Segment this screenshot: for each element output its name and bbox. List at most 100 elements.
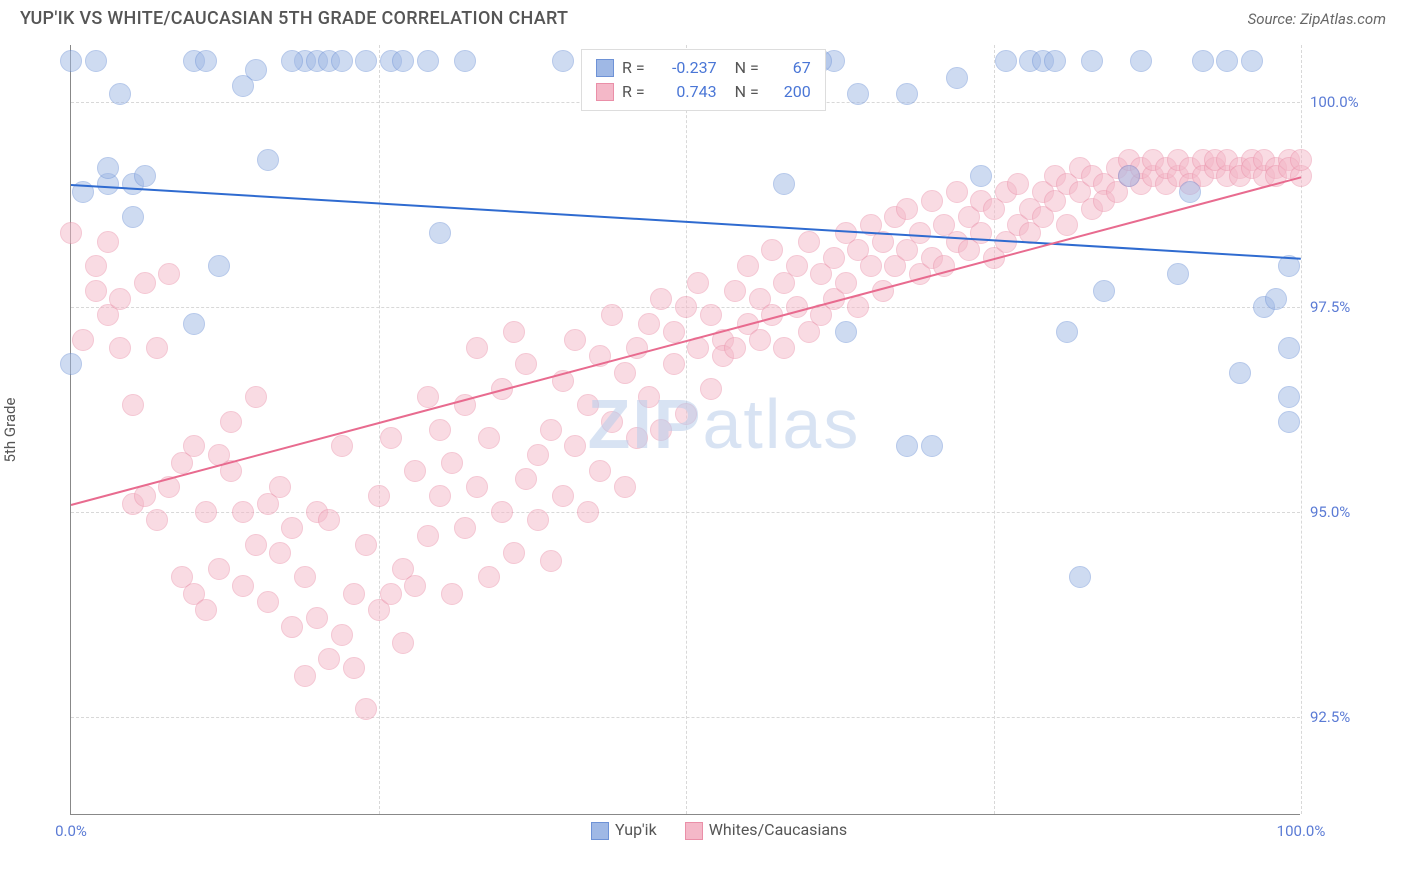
legend-series-name: Yup'ik xyxy=(615,820,657,839)
scatter-point xyxy=(355,698,377,720)
scatter-point xyxy=(896,435,918,457)
scatter-point xyxy=(183,313,205,335)
scatter-point xyxy=(122,394,144,416)
scatter-point xyxy=(466,337,488,359)
y-tick-label: 95.0% xyxy=(1310,503,1370,521)
legend-stats: R =-0.237N =67R =0.743N =200 xyxy=(581,49,826,111)
plot-area: 100.0%97.5%95.0%92.5%0.0%100.0%ZIPatlasR… xyxy=(70,45,1300,815)
scatter-point xyxy=(564,329,586,351)
legend-r-value: -0.237 xyxy=(653,56,717,80)
scatter-point xyxy=(921,435,943,457)
scatter-point xyxy=(355,534,377,556)
scatter-point xyxy=(454,50,476,72)
legend-series: Yup'ik Whites/Caucasians xyxy=(591,820,847,840)
scatter-point xyxy=(60,222,82,244)
scatter-point xyxy=(946,181,968,203)
scatter-point xyxy=(72,329,94,351)
y-tick-label: 92.5% xyxy=(1310,708,1370,726)
scatter-point xyxy=(220,411,242,433)
scatter-point xyxy=(208,558,230,580)
chart-container: 5th Grade 100.0%97.5%95.0%92.5%0.0%100.0… xyxy=(20,37,1386,855)
legend-row: R =0.743N =200 xyxy=(596,80,811,104)
scatter-point xyxy=(1290,149,1312,171)
gridline-v xyxy=(994,45,995,814)
scatter-point xyxy=(60,50,82,72)
scatter-point xyxy=(404,460,426,482)
scatter-point xyxy=(1265,288,1287,310)
scatter-point xyxy=(798,231,820,253)
scatter-point xyxy=(527,509,549,531)
scatter-point xyxy=(1056,214,1078,236)
scatter-point xyxy=(761,239,783,261)
scatter-point xyxy=(737,255,759,277)
legend-swatch-icon xyxy=(685,822,703,840)
chart-source: Source: ZipAtlas.com xyxy=(1248,10,1386,28)
scatter-point xyxy=(1229,362,1251,384)
scatter-point xyxy=(921,190,943,212)
legend-r-value: 0.743 xyxy=(653,80,717,104)
scatter-point xyxy=(146,337,168,359)
scatter-point xyxy=(417,386,439,408)
scatter-point xyxy=(515,468,537,490)
legend-series-name: Whites/Caucasians xyxy=(709,820,847,839)
chart-title: YUP'IK VS WHITE/CAUCASIAN 5TH GRADE CORR… xyxy=(20,8,568,29)
legend-n-value: 200 xyxy=(767,80,811,104)
scatter-point xyxy=(650,419,672,441)
scatter-point xyxy=(343,657,365,679)
scatter-point xyxy=(1278,411,1300,433)
scatter-point xyxy=(724,280,746,302)
scatter-point xyxy=(478,427,500,449)
scatter-point xyxy=(1167,263,1189,285)
scatter-point xyxy=(786,255,808,277)
legend-item: Yup'ik xyxy=(591,820,657,840)
gridline-v xyxy=(686,45,687,814)
scatter-point xyxy=(773,337,795,359)
scatter-point xyxy=(429,419,451,441)
scatter-point xyxy=(1118,165,1140,187)
scatter-point xyxy=(245,534,267,556)
scatter-point xyxy=(1179,181,1201,203)
scatter-point xyxy=(503,321,525,343)
scatter-point xyxy=(85,280,107,302)
scatter-point xyxy=(1278,386,1300,408)
scatter-point xyxy=(183,435,205,457)
scatter-point xyxy=(281,50,303,72)
scatter-point xyxy=(429,222,451,244)
scatter-point xyxy=(675,296,697,318)
scatter-point xyxy=(663,321,685,343)
x-tick-label: 0.0% xyxy=(55,822,87,840)
scatter-point xyxy=(1241,50,1263,72)
scatter-point xyxy=(860,255,882,277)
scatter-point xyxy=(614,362,636,384)
scatter-point xyxy=(995,50,1017,72)
scatter-point xyxy=(491,501,513,523)
scatter-point xyxy=(306,607,328,629)
scatter-point xyxy=(392,50,414,72)
scatter-point xyxy=(970,165,992,187)
scatter-point xyxy=(675,403,697,425)
y-tick-label: 97.5% xyxy=(1310,298,1370,316)
scatter-point xyxy=(343,583,365,605)
scatter-point xyxy=(589,460,611,482)
legend-swatch-icon xyxy=(591,822,609,840)
scatter-point xyxy=(700,304,722,326)
scatter-point xyxy=(134,272,156,294)
scatter-point xyxy=(577,394,599,416)
scatter-point xyxy=(318,648,340,670)
scatter-point xyxy=(294,665,316,687)
scatter-point xyxy=(650,288,672,310)
scatter-point xyxy=(195,50,217,72)
scatter-point xyxy=(85,50,107,72)
scatter-point xyxy=(601,411,623,433)
scatter-point xyxy=(60,353,82,375)
scatter-point xyxy=(724,337,746,359)
scatter-point xyxy=(823,247,845,269)
scatter-point xyxy=(122,206,144,228)
scatter-point xyxy=(478,566,500,588)
scatter-point xyxy=(564,435,586,457)
legend-n-label: N = xyxy=(735,80,759,104)
scatter-point xyxy=(626,427,648,449)
scatter-point xyxy=(417,525,439,547)
x-tick-label: 100.0% xyxy=(1277,822,1326,840)
scatter-point xyxy=(281,517,303,539)
